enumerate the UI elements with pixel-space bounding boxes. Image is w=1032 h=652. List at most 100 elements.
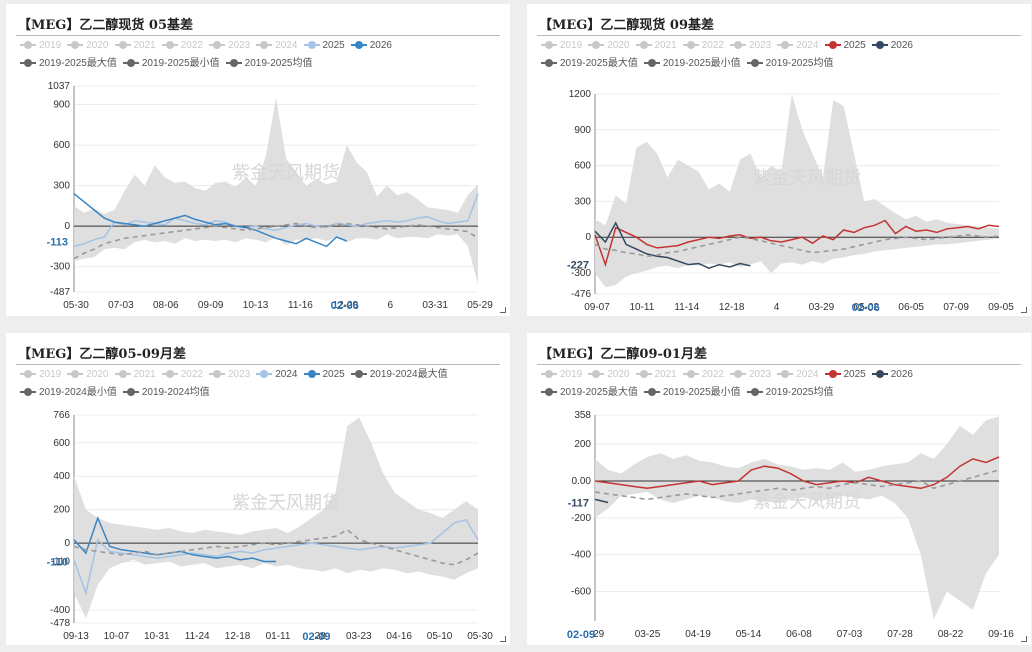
legend-item[interactable]: 2019 bbox=[20, 366, 61, 384]
x-tick-label: 05-10 bbox=[427, 631, 453, 642]
legend-item[interactable]: 2021 bbox=[114, 37, 156, 55]
legend-item[interactable]: 2019-2025最小值 bbox=[643, 55, 741, 73]
legend-marker-icon bbox=[824, 369, 841, 379]
legend-item[interactable]: 2019 bbox=[541, 37, 582, 55]
y-tick-label: -476 bbox=[571, 289, 591, 300]
legend-item[interactable]: 2019 bbox=[541, 366, 582, 384]
legend-label: 2026 bbox=[369, 40, 392, 51]
legend-item[interactable]: 2021 bbox=[635, 37, 677, 55]
resize-handle[interactable] bbox=[500, 636, 506, 642]
legend-item[interactable]: 2022 bbox=[161, 37, 203, 55]
x-tick-label: 05-30 bbox=[63, 300, 89, 311]
legend-item[interactable]: 2020 bbox=[67, 366, 109, 384]
y-tick-label: 600 bbox=[53, 140, 70, 151]
legend-item[interactable]: 2024 bbox=[777, 366, 819, 384]
legend-item[interactable]: 2019-2025最大值 bbox=[541, 55, 638, 73]
x-tick-label: 10-31 bbox=[144, 631, 170, 642]
legend-item[interactable]: 2026 bbox=[871, 366, 913, 384]
x-tick-label: 06-08 bbox=[786, 629, 812, 640]
legend-item[interactable]: 2024 bbox=[256, 366, 298, 384]
legend-item[interactable]: 2019-2025最小值 bbox=[122, 55, 220, 73]
legend-item[interactable]: 2023 bbox=[730, 366, 771, 384]
legend-item[interactable]: 2024 bbox=[777, 37, 819, 55]
legend-item[interactable]: 2025 bbox=[824, 366, 866, 384]
legend-marker-icon bbox=[643, 387, 660, 397]
y-tick-label: 600 bbox=[574, 161, 591, 172]
chart-title: 【MEG】乙二醇现货 05基差 bbox=[18, 18, 194, 33]
legend-item[interactable]: 2019-2024均值 bbox=[122, 384, 210, 402]
legend-item[interactable]: 2019-2025最小值 bbox=[643, 384, 741, 402]
legend-item[interactable]: 2025 bbox=[824, 37, 866, 55]
legend-item[interactable]: 2019-2025最大值 bbox=[541, 384, 638, 402]
x-tick-label: 03-23 bbox=[346, 631, 372, 642]
legend-item[interactable]: 2025 bbox=[303, 37, 345, 55]
y-tick-label: 300 bbox=[53, 181, 70, 192]
x-tick-label: 12-18 bbox=[719, 302, 745, 313]
legend-marker-icon bbox=[871, 369, 888, 379]
chart-legend[interactable]: 2019 2020 2021 2022 2023 2024 2025 2026 2019-202… bbox=[541, 366, 1011, 402]
legend-item[interactable]: 2023 bbox=[730, 37, 771, 55]
legend-marker-icon bbox=[122, 58, 139, 68]
x-tick-label: 03-25 bbox=[635, 629, 661, 640]
legend-item[interactable]: 2024 bbox=[256, 37, 298, 55]
legend-label: 2019-2025最小值 bbox=[141, 58, 220, 69]
x-tick-label: 07-03 bbox=[837, 629, 863, 640]
legend-marker-icon bbox=[541, 369, 557, 379]
legend-item[interactable]: 2019-2025均值 bbox=[746, 384, 834, 402]
legend-item[interactable]: 2019-2025最大值 bbox=[20, 55, 117, 73]
legend-item[interactable]: 2019-2024最大值 bbox=[350, 366, 448, 384]
legend-item[interactable]: 2019-2025均值 bbox=[225, 55, 312, 73]
y-tick-label: -487 bbox=[50, 287, 70, 298]
resize-handle[interactable] bbox=[500, 307, 506, 313]
chart-legend[interactable]: 2019 2020 2021 2022 2023 2024 2025 2026 2019-202… bbox=[541, 37, 1011, 73]
legend-marker-icon bbox=[730, 40, 746, 50]
chart-plot: 1200 900 600 300 0 -300 -476 紫金天风期货 09-07 10-11 11… bbox=[567, 89, 1014, 314]
legend-label: 2019 bbox=[560, 369, 583, 380]
legend-item[interactable]: 2021 bbox=[114, 366, 156, 384]
y-tick-label: 300 bbox=[574, 196, 591, 207]
legend-label: 2023 bbox=[749, 40, 772, 51]
legend-item[interactable]: 2022 bbox=[161, 366, 203, 384]
legend-marker-icon bbox=[67, 40, 84, 50]
legend-label: 2022 bbox=[180, 369, 203, 380]
legend-marker-icon bbox=[225, 58, 242, 68]
legend-marker-icon bbox=[20, 40, 36, 50]
current-value-label: -113 bbox=[47, 236, 68, 248]
legend-label: 2019-2025最大值 bbox=[560, 387, 638, 398]
legend-item[interactable]: 2019-2025均值 bbox=[746, 55, 833, 73]
y-tick-label: 0.00 bbox=[572, 476, 592, 487]
resize-handle[interactable] bbox=[1021, 636, 1027, 642]
legend-item[interactable]: 2020 bbox=[588, 366, 630, 384]
chart-legend[interactable]: 2019 2020 2021 2022 2023 2024 2025 2026 2019-202… bbox=[20, 37, 490, 73]
legend-item[interactable]: 2023 bbox=[209, 37, 250, 55]
resize-handle[interactable] bbox=[1021, 307, 1027, 313]
legend-item[interactable]: 2020 bbox=[588, 37, 630, 55]
x-tick-label: 09-16 bbox=[988, 629, 1014, 640]
legend-marker-icon bbox=[541, 58, 557, 68]
y-tick-label: 0 bbox=[64, 221, 70, 232]
x-tick-label: 10-13 bbox=[243, 300, 269, 311]
legend-item[interactable]: 2025 bbox=[303, 366, 345, 384]
x-tick-label: 08-22 bbox=[938, 629, 964, 640]
legend-marker-icon bbox=[350, 369, 367, 379]
x-tick-label: 11-14 bbox=[674, 302, 699, 313]
legend-label: 2019-2025最小值 bbox=[662, 387, 741, 398]
legend-label: 2019-2025均值 bbox=[765, 387, 834, 398]
legend-item[interactable]: 2022 bbox=[682, 366, 724, 384]
legend-label: 2023 bbox=[749, 369, 772, 380]
legend-item[interactable]: 2020 bbox=[67, 37, 109, 55]
legend-item[interactable]: 2021 bbox=[635, 366, 677, 384]
chart-legend[interactable]: 2019 2020 2021 2022 2023 2024 2025 2019-2024最大值… bbox=[20, 366, 490, 402]
legend-item[interactable]: 2026 bbox=[350, 37, 392, 55]
legend-marker-icon bbox=[303, 40, 320, 50]
legend-item[interactable]: 2023 bbox=[209, 366, 250, 384]
legend-item[interactable]: 2022 bbox=[682, 37, 724, 55]
legend-item[interactable]: 2019 bbox=[20, 37, 61, 55]
legend-item[interactable]: 2019-2024最小值 bbox=[20, 384, 117, 402]
chart-plot: 766 600 400 200 0 -110 -400 -478 紫金天风期货 09-13 10-0… bbox=[47, 410, 494, 643]
legend-item[interactable]: 2026 bbox=[871, 37, 913, 55]
legend-marker-icon bbox=[824, 40, 841, 50]
highlighted-x-label: 02-06 bbox=[331, 300, 359, 312]
x-tick-label: 06-05 bbox=[898, 302, 924, 313]
legend-label: 2021 bbox=[133, 369, 156, 380]
